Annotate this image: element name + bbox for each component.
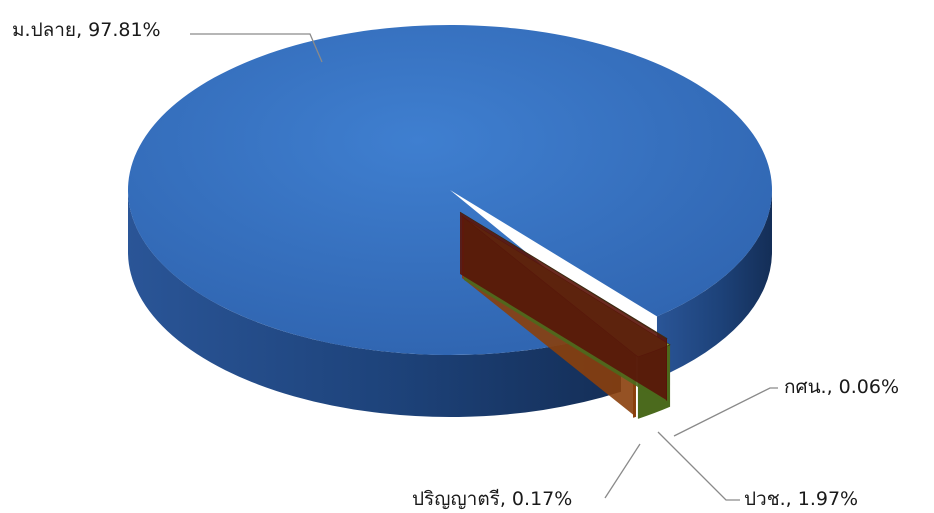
leader-line bbox=[673, 387, 778, 437]
slice-side-ม.ปลาย bbox=[656, 190, 772, 379]
data-label: ปริญญาตรี, 0.17% bbox=[412, 488, 572, 510]
data-labels: ม.ปลาย, 97.81% กศน., 0.06% ปวช., 1.97% ปริญ… bbox=[12, 19, 899, 510]
leader-line bbox=[657, 431, 740, 501]
leader-lines bbox=[190, 33, 778, 501]
data-label: ปวช., 1.97% bbox=[744, 488, 858, 510]
leader-line bbox=[604, 443, 641, 499]
data-label: กศน., 0.06% bbox=[784, 376, 899, 398]
pie-side-wall bbox=[128, 190, 772, 417]
exploded-slices bbox=[459, 211, 671, 419]
data-label: ม.ปลาย, 97.81% bbox=[12, 19, 161, 41]
slice-1 bbox=[459, 211, 668, 340]
pie-top-surface bbox=[128, 24, 773, 355]
slice-side-ม.ปลาย bbox=[128, 190, 622, 417]
leader-line bbox=[190, 33, 323, 63]
slice-mplai bbox=[128, 24, 773, 355]
